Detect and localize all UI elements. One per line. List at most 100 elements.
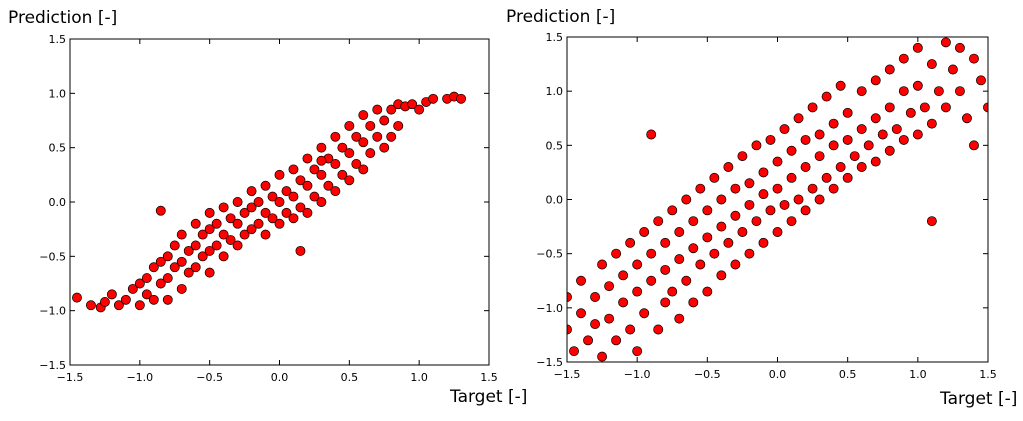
point [695,259,706,270]
point [793,194,804,205]
point [709,172,720,183]
point [428,93,439,104]
point [316,155,327,166]
point [674,254,685,265]
point [190,240,201,251]
point [674,227,685,237]
point [183,267,194,278]
y-tick-label: 1.5 [49,33,67,46]
point [758,189,769,200]
point [344,175,355,186]
point [72,292,82,303]
point [246,202,257,213]
point [681,275,692,286]
point [176,256,187,267]
point [835,80,846,91]
point [106,289,117,300]
point [113,300,124,311]
point [667,286,678,297]
point [646,129,657,140]
point [646,275,657,286]
point [877,129,888,140]
point [849,151,860,162]
x-tick-label: 1.0 [909,368,927,381]
point [134,278,145,289]
point [597,259,608,270]
point [807,102,818,113]
point [898,86,909,97]
point [709,248,720,259]
point [295,175,306,186]
point [828,183,839,194]
point [597,351,608,362]
point [583,335,594,346]
point [330,186,341,197]
point [842,107,853,118]
point [358,137,369,148]
point [604,313,615,324]
point [856,86,867,97]
y-tick-label: 0.0 [49,196,67,209]
point [870,156,881,167]
point [779,199,790,210]
point [239,229,250,240]
point [828,140,839,151]
point [358,110,369,121]
point [926,216,937,227]
point [372,104,383,115]
point [730,210,741,221]
x-tick-label: 1.5 [480,371,498,384]
point [253,218,264,229]
point [183,245,194,256]
point [926,59,937,70]
point [337,142,348,153]
x-tick-label: 0.5 [341,371,359,384]
point [197,229,208,240]
point [912,80,923,91]
point [169,262,180,273]
point [737,151,748,162]
point [218,229,229,240]
point [141,273,152,284]
point [309,191,320,202]
point [211,218,222,229]
point [302,153,313,164]
point [372,131,383,142]
x-tick-label: 1.0 [410,371,428,384]
point [260,207,271,218]
point [204,224,215,235]
point [962,113,972,124]
point [365,148,376,159]
point [351,131,362,142]
point [800,162,811,172]
x-tick-label: 0.0 [271,371,289,384]
point [590,319,601,330]
point [295,245,306,256]
x-tick-label: −1.5 [57,371,84,384]
point [688,216,699,227]
point [393,120,404,131]
point [576,275,586,286]
point [660,297,671,308]
point [232,197,243,207]
point [969,53,979,64]
point [751,216,762,227]
x-axis-label: Target [-] [939,389,1017,409]
x-tick-label: −0.5 [694,368,721,381]
point [386,131,397,142]
y-tick-label: 0.0 [546,194,564,207]
point [821,91,832,102]
point [702,286,713,297]
point [232,218,243,229]
point [884,64,895,75]
y-tick-label: 0.5 [546,139,564,152]
y-tick-label: −1.5 [39,359,66,372]
point [870,75,881,86]
point [716,270,727,281]
point [695,183,706,194]
point [947,64,958,75]
point [246,224,257,235]
point [884,102,895,113]
point [842,172,853,183]
